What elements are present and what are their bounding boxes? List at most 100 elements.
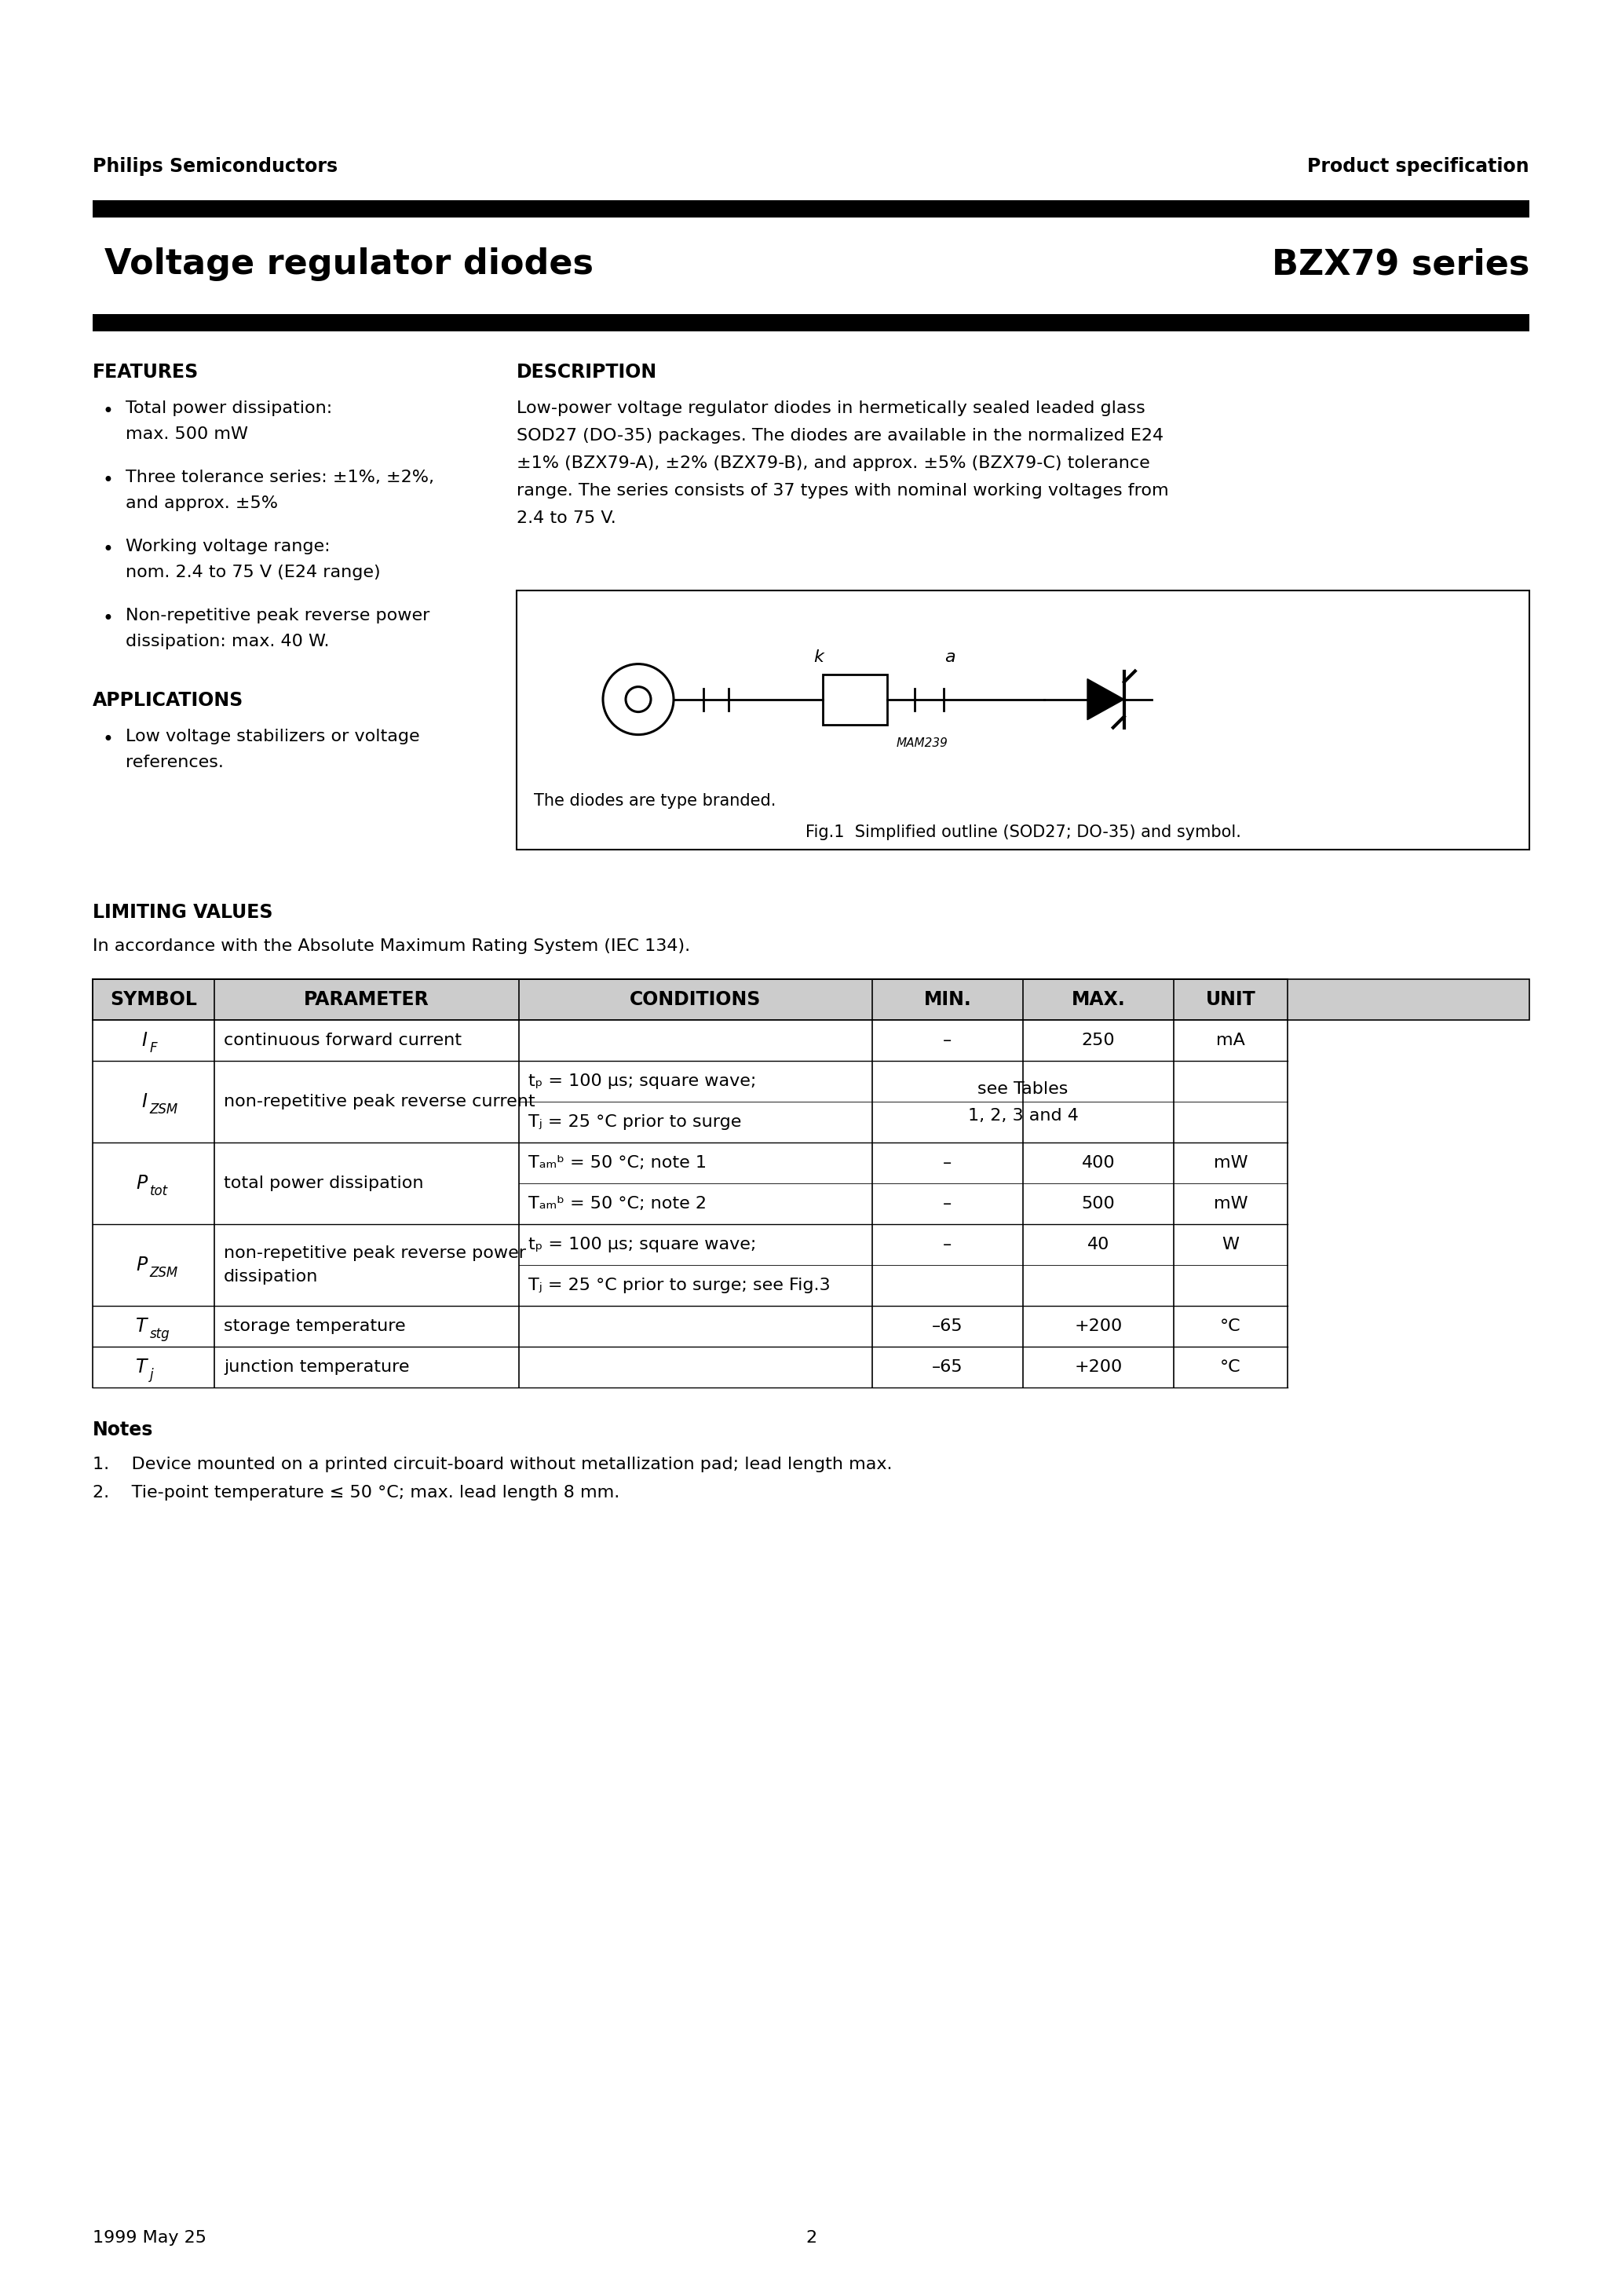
Text: 40: 40 [1087,1238,1109,1251]
Text: and approx. ±5%: and approx. ±5% [125,496,277,512]
Text: Notes: Notes [92,1421,154,1440]
Text: W: W [1221,1238,1239,1251]
Text: tₚ = 100 μs; square wave;: tₚ = 100 μs; square wave; [529,1238,756,1251]
Text: a: a [944,650,955,666]
Text: CONDITIONS: CONDITIONS [629,990,761,1008]
Text: SYMBOL: SYMBOL [110,990,196,1008]
Text: non-repetitive peak reverse power: non-repetitive peak reverse power [224,1244,526,1261]
Text: k: k [814,650,824,666]
Text: MIN.: MIN. [925,990,972,1008]
Text: 2.    Tie-point temperature ≤ 50 °C; max. lead length 8 mm.: 2. Tie-point temperature ≤ 50 °C; max. l… [92,1486,620,1502]
Text: Tₐₘᵇ = 50 °C; note 1: Tₐₘᵇ = 50 °C; note 1 [529,1155,707,1171]
Text: 250: 250 [1082,1033,1114,1049]
Text: total power dissipation: total power dissipation [224,1176,423,1192]
Text: T: T [136,1318,148,1336]
Text: 400: 400 [1082,1155,1114,1171]
Bar [92,1019,1288,1061]
Text: 2.4 to 75 V.: 2.4 to 75 V. [516,510,616,526]
Bar [92,200,1530,218]
Text: •: • [102,730,114,748]
Text: 1.    Device mounted on a printed circuit-board without metallization pad; lead : 1. Device mounted on a printed circuit-b… [92,1456,892,1472]
Text: +200: +200 [1074,1359,1122,1375]
Text: range. The series consists of 37 types with nominal working voltages from: range. The series consists of 37 types w… [516,482,1169,498]
Text: P: P [136,1256,148,1274]
Text: Low-power voltage regulator diodes in hermetically sealed leaded glass: Low-power voltage regulator diodes in he… [516,400,1145,416]
Bar [92,1348,1288,1387]
Text: 2: 2 [806,2229,816,2245]
Text: P: P [136,1173,148,1192]
Text: Total power dissipation:: Total power dissipation: [125,400,333,416]
Text: Product specification: Product specification [1307,156,1530,177]
Text: MAM239: MAM239 [897,737,949,748]
Text: LIMITING VALUES: LIMITING VALUES [92,902,272,923]
Text: Voltage regulator diodes: Voltage regulator diodes [104,248,594,280]
Bar [92,978,1530,1019]
Bar [516,590,1530,850]
Text: •: • [102,608,114,629]
Text: tₚ = 100 μs; square wave;: tₚ = 100 μs; square wave; [529,1075,756,1088]
Text: nom. 2.4 to 75 V (E24 range): nom. 2.4 to 75 V (E24 range) [125,565,381,581]
Text: •: • [102,471,114,489]
Text: –: – [942,1033,952,1049]
Text: j: j [149,1368,152,1382]
Polygon shape [1087,680,1124,719]
Text: F: F [149,1040,157,1056]
Text: Tⱼ = 25 °C prior to surge: Tⱼ = 25 °C prior to surge [529,1114,741,1130]
Text: Tₐₘᵇ = 50 °C; note 2: Tₐₘᵇ = 50 °C; note 2 [529,1196,707,1212]
Text: ±1% (BZX79-A), ±2% (BZX79-B), and approx. ±5% (BZX79-C) tolerance: ±1% (BZX79-A), ±2% (BZX79-B), and approx… [516,455,1150,471]
Text: °C: °C [1220,1359,1241,1375]
Text: –: – [942,1238,952,1251]
Text: –: – [942,1196,952,1212]
Text: continuous forward current: continuous forward current [224,1033,462,1049]
Text: storage temperature: storage temperature [224,1318,406,1334]
Text: •: • [102,402,114,420]
Text: SOD27 (DO-35) packages. The diodes are available in the normalized E24: SOD27 (DO-35) packages. The diodes are a… [516,427,1163,443]
Text: –: – [942,1155,952,1171]
Text: –65: –65 [933,1318,963,1334]
Text: DESCRIPTION: DESCRIPTION [516,363,657,381]
Text: mA: mA [1216,1033,1246,1049]
Text: Working voltage range:: Working voltage range: [125,540,331,553]
Text: Philips Semiconductors: Philips Semiconductors [92,156,337,177]
Text: non-repetitive peak reverse current: non-repetitive peak reverse current [224,1093,535,1109]
Text: references.: references. [125,755,224,769]
Text: Tⱼ = 25 °C prior to surge; see Fig.3: Tⱼ = 25 °C prior to surge; see Fig.3 [529,1277,830,1293]
Text: tot: tot [149,1185,167,1199]
Text: dissipation: dissipation [224,1270,318,1286]
Text: I: I [141,1093,148,1111]
Text: 500: 500 [1082,1196,1116,1212]
Text: 1999 May 25: 1999 May 25 [92,2229,206,2245]
Bar [822,675,887,726]
Text: UNIT: UNIT [1205,990,1255,1008]
Text: junction temperature: junction temperature [224,1359,409,1375]
Text: I: I [141,1031,148,1049]
Text: max. 500 mW: max. 500 mW [125,427,248,443]
Text: The diodes are type branded.: The diodes are type branded. [534,792,775,808]
Text: MAX.: MAX. [1072,990,1126,1008]
Text: APPLICATIONS: APPLICATIONS [92,691,243,709]
Text: Fig.1  Simplified outline (SOD27; DO-35) and symbol.: Fig.1 Simplified outline (SOD27; DO-35) … [805,824,1241,840]
Text: –65: –65 [933,1359,963,1375]
Text: +200: +200 [1074,1318,1122,1334]
Text: 1, 2, 3 and 4: 1, 2, 3 and 4 [968,1109,1079,1123]
Text: ZSM: ZSM [149,1102,178,1116]
Text: dissipation: max. 40 W.: dissipation: max. 40 W. [125,634,329,650]
Text: Three tolerance series: ±1%, ±2%,: Three tolerance series: ±1%, ±2%, [125,471,435,484]
Text: •: • [102,540,114,560]
Text: stg: stg [149,1327,170,1341]
Bar [92,1224,1288,1306]
Text: °C: °C [1220,1318,1241,1334]
Text: In accordance with the Absolute Maximum Rating System (IEC 134).: In accordance with the Absolute Maximum … [92,939,691,955]
Text: ZSM: ZSM [149,1265,178,1279]
Text: Non-repetitive peak reverse power: Non-repetitive peak reverse power [125,608,430,625]
Bar [92,1061,1288,1143]
Bar [92,1306,1288,1348]
Text: mW: mW [1213,1155,1247,1171]
Text: mW: mW [1213,1196,1247,1212]
Text: see Tables: see Tables [978,1081,1069,1097]
Text: FEATURES: FEATURES [92,363,200,381]
Text: Low voltage stabilizers or voltage: Low voltage stabilizers or voltage [125,728,420,744]
Text: BZX79 series: BZX79 series [1272,248,1530,280]
Text: PARAMETER: PARAMETER [303,990,430,1008]
Bar [92,315,1530,331]
